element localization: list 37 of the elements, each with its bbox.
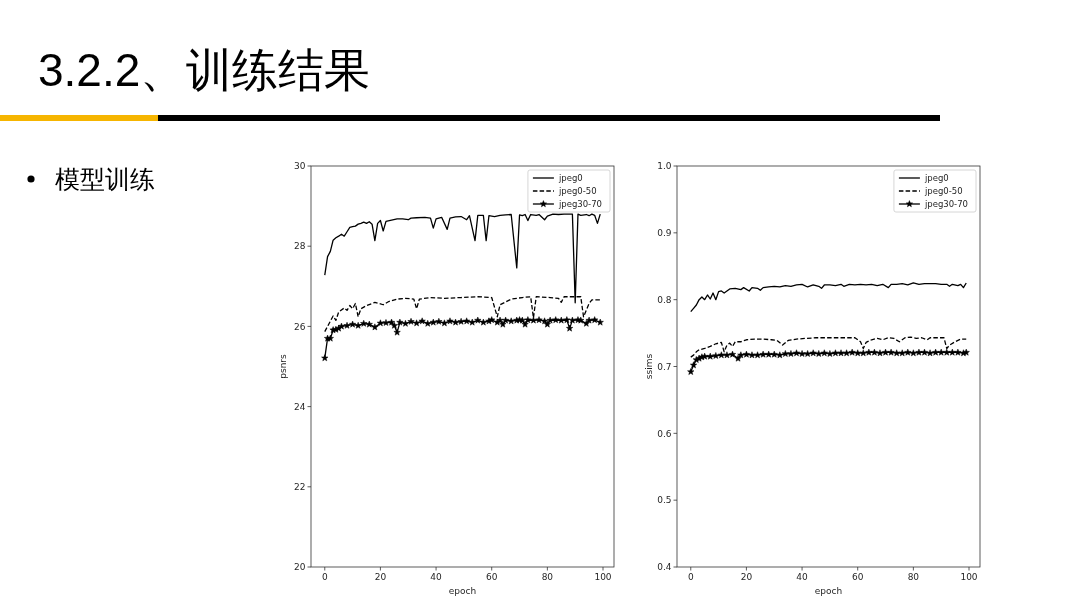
y-tick-label: 0.5 <box>657 495 672 506</box>
x-tick-label: 80 <box>907 572 920 582</box>
x-tick-label: 0 <box>687 572 694 582</box>
y-tick-label: 0.6 <box>657 428 672 439</box>
y-tick-label: 30 <box>294 161 306 172</box>
x-tick-label: 60 <box>485 572 498 582</box>
x-tick-label: 0 <box>321 572 328 582</box>
x-axis-title: epoch <box>448 586 477 596</box>
text: 模型训练 <box>55 165 155 193</box>
y-tick-label: 22 <box>294 482 306 492</box>
y-axis-title: psnrs <box>278 353 288 379</box>
y-tick-label: 28 <box>294 241 306 252</box>
x-tick-label: 20 <box>740 572 753 582</box>
legend-label: jpeg30-70 <box>557 199 602 209</box>
legend-label: jpeg0 <box>557 173 583 183</box>
legend-label: jpeg0-50 <box>557 186 597 196</box>
y-tick-label: 0.8 <box>657 294 672 305</box>
legend-label: jpeg0-50 <box>923 186 963 196</box>
y-tick-label: 1.0 <box>657 161 672 172</box>
y-tick-label: 0.7 <box>657 361 672 372</box>
x-tick-label: 100 <box>594 572 612 582</box>
y-tick-label: 0.4 <box>657 562 672 573</box>
y-tick-label: 24 <box>294 401 306 412</box>
x-axis-title: epoch <box>814 586 843 596</box>
y-axis-title: ssims <box>644 353 654 380</box>
legend-label: jpeg0 <box>923 173 949 183</box>
x-tick-label: 80 <box>541 572 554 582</box>
x-tick-label: 40 <box>796 572 809 582</box>
legend-label: jpeg30-70 <box>923 199 968 209</box>
x-tick-label: 60 <box>851 572 864 582</box>
y-tick-label: 26 <box>294 321 306 332</box>
y-tick-label: 0.9 <box>657 228 672 239</box>
x-tick-label: 40 <box>430 572 443 582</box>
x-tick-label: 100 <box>960 572 978 582</box>
x-tick-label: 20 <box>374 572 387 582</box>
y-tick-label: 20 <box>294 562 306 573</box>
chart-title: 3.2.2、训练结果 <box>38 44 371 96</box>
